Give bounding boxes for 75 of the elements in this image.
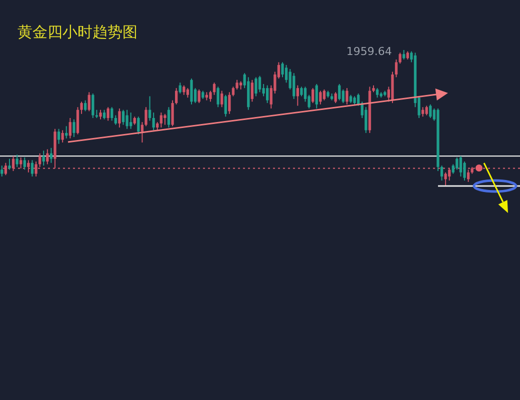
candlestick [459,156,462,177]
candlestick [76,106,80,135]
candlestick [315,84,318,109]
candlestick [346,88,348,105]
candlestick [42,150,45,166]
candlestick [266,84,269,104]
candlestick [456,156,458,170]
candlestick [8,158,11,170]
candlestick [126,109,128,130]
candlestick [106,106,110,122]
candlestick [444,172,447,186]
candlestick [102,109,106,120]
candlestick [296,84,299,106]
candlestick [182,84,186,96]
candlestick [364,106,368,134]
candlestick [281,62,284,78]
candlestick [250,79,254,102]
candlestick [254,76,258,97]
candlestick [319,90,322,105]
candlestick [144,106,148,127]
candlestick [122,109,125,126]
candlestick [57,128,60,144]
candlestick [402,50,406,60]
candlestick [224,94,227,118]
candlestick [72,118,76,138]
candlestick [463,161,466,182]
candlestick [236,79,238,90]
candlestick [228,92,231,114]
candlestick [216,86,220,108]
candlestick [186,88,190,98]
candlestick [212,82,216,96]
candlestick [342,88,345,104]
candlestick [232,86,235,97]
candlestick [300,86,303,97]
candlestick [198,88,200,104]
candlestick [137,116,140,135]
candlestick [220,90,224,108]
candlestick [312,88,314,104]
candlestick [129,112,132,130]
candlestick [440,165,444,182]
candlestick [84,100,87,112]
candlestick [338,84,341,101]
candlestick [30,160,34,177]
chart-title: 黄金四小时趋势图 [17,23,138,41]
candlestick [110,106,114,122]
candlestick [16,154,18,168]
candlestick [190,78,193,105]
candlestick [164,113,166,126]
candlestick [171,100,174,127]
candlestick [425,105,428,116]
candlestick [178,82,182,94]
candlestick [118,108,121,128]
candlestick [376,88,379,98]
candlestick [0,165,4,177]
candlestick [334,92,337,104]
annotation: 1959.64 [346,45,392,58]
candlestick [50,147,53,164]
candlestick [92,93,94,118]
candlestick [167,106,170,128]
candlestick [160,112,162,128]
candlestick [80,101,83,114]
candlestick [322,88,326,101]
candlestick [46,148,49,165]
candlestick [68,118,72,139]
candlestick [99,109,102,120]
candlestick [292,72,296,100]
candlestick [23,156,26,170]
candlestick [140,122,144,143]
candlestick [429,104,432,118]
candlestick [114,114,117,126]
candlestick [258,75,262,93]
candlestick [175,88,178,105]
candlestick [88,92,90,112]
candlestick [421,106,424,118]
candlestick [61,130,64,143]
